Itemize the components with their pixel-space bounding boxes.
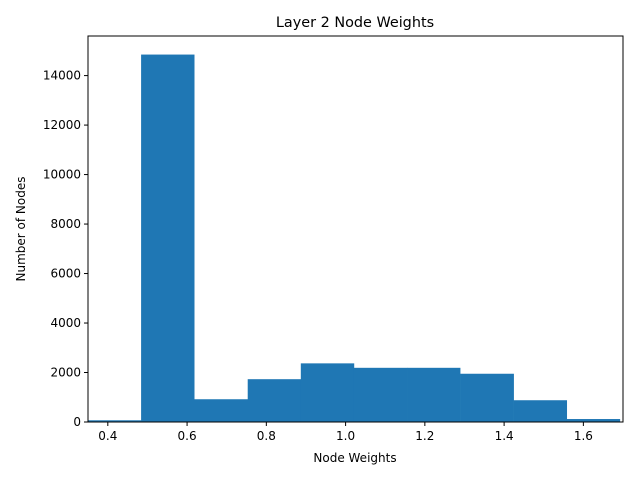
y-tick-label: 6000 — [50, 267, 81, 281]
histogram-bar — [194, 399, 249, 422]
histogram-bar — [460, 373, 514, 422]
y-tick-label: 12000 — [43, 118, 81, 132]
histogram-bar — [353, 367, 408, 422]
bars-layer — [88, 54, 621, 423]
x-tick-label: 1.0 — [336, 429, 355, 443]
histogram-bar — [407, 367, 461, 422]
y-tick-label: 8000 — [50, 217, 81, 231]
x-axis-label: Node Weights — [313, 451, 396, 465]
axes-frame — [87, 35, 624, 423]
y-tick-label: 14000 — [43, 69, 81, 83]
y-axis: 0 2000 4000 6000 8000 10000 12000 14000 — [43, 69, 88, 429]
y-tick-label: 10000 — [43, 168, 81, 182]
x-axis: 0.4 0.6 0.8 1.0 1.2 1.4 1.6 — [98, 422, 593, 443]
x-tick-label: 0.8 — [257, 429, 276, 443]
y-tick-label: 4000 — [50, 316, 81, 330]
x-tick-label: 0.4 — [98, 429, 117, 443]
y-tick-label: 2000 — [50, 366, 81, 380]
x-tick-label: 1.2 — [415, 429, 434, 443]
chart-title: Layer 2 Node Weights — [276, 15, 434, 31]
histogram-bar — [247, 379, 302, 422]
histogram-bar — [141, 54, 195, 423]
histogram-bar — [300, 363, 355, 422]
x-tick-label: 1.6 — [574, 429, 593, 443]
x-tick-label: 0.6 — [178, 429, 197, 443]
y-axis-label: Number of Nodes — [14, 177, 28, 282]
histogram-bar — [566, 419, 621, 422]
y-tick-label: 0 — [73, 415, 81, 429]
histogram-bar — [513, 400, 568, 422]
histogram-bar — [88, 420, 142, 422]
x-tick-label: 1.4 — [495, 429, 514, 443]
